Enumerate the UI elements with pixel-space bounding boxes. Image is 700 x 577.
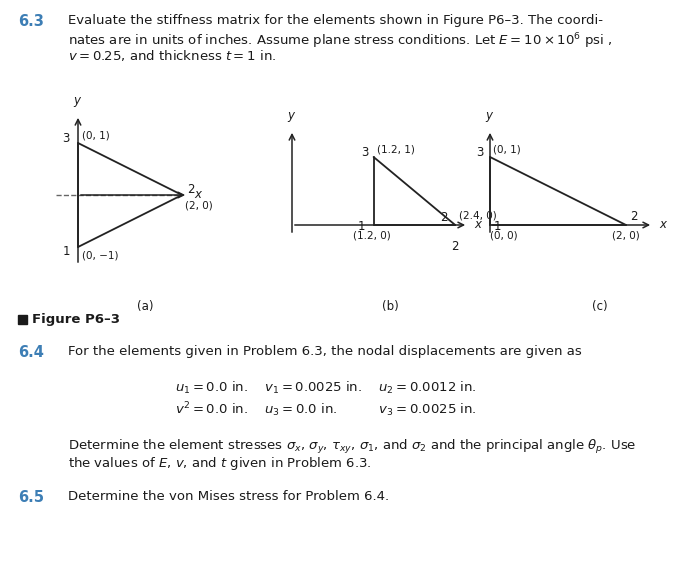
Text: $u_1 = 0.0$ in.    $v_1 = 0.0025$ in.    $u_2 = 0.0012$ in.: $u_1 = 0.0$ in. $v_1 = 0.0025$ in. $u_2 …: [175, 380, 477, 396]
Text: 6.5: 6.5: [18, 490, 44, 505]
Text: (2.4, 0): (2.4, 0): [459, 211, 497, 221]
Text: $v = 0.25$, and thickness $t = 1$ in.: $v = 0.25$, and thickness $t = 1$ in.: [68, 48, 276, 63]
Text: (1.2, 0): (1.2, 0): [353, 231, 391, 241]
Text: 2: 2: [187, 183, 195, 196]
Text: 2: 2: [452, 240, 459, 253]
Text: (2, 0): (2, 0): [185, 200, 213, 210]
Text: Determine the von Mises stress for Problem 6.4.: Determine the von Mises stress for Probl…: [68, 490, 389, 503]
Text: 3: 3: [477, 146, 484, 159]
Text: (a): (a): [136, 300, 153, 313]
Text: $x$: $x$: [194, 189, 204, 201]
Text: (b): (b): [382, 300, 398, 313]
Text: $v^2 = 0.0$ in.    $u_3 = 0.0$ in.          $v_3 = 0.0025$ in.: $v^2 = 0.0$ in. $u_3 = 0.0$ in. $v_3 = 0…: [175, 400, 477, 419]
Text: Determine the element stresses $\sigma_x$, $\sigma_y$, $\tau_{xy}$, $\sigma_1$, : Determine the element stresses $\sigma_x…: [68, 438, 636, 456]
Text: (1.2, 1): (1.2, 1): [377, 145, 414, 155]
Text: Figure P6–3: Figure P6–3: [32, 313, 120, 325]
Text: For the elements given in Problem 6.3, the nodal displacements are given as: For the elements given in Problem 6.3, t…: [68, 345, 582, 358]
Text: $y$: $y$: [287, 110, 297, 124]
Text: 3: 3: [62, 132, 70, 145]
Text: 6.3: 6.3: [18, 14, 44, 29]
Text: 1: 1: [494, 220, 501, 233]
Text: (0, −1): (0, −1): [82, 251, 118, 261]
Text: nates are in units of inches. Assume plane stress conditions. Let $E = 10 \times: nates are in units of inches. Assume pla…: [68, 31, 612, 51]
Text: Evaluate the stiffness matrix for the elements shown in Figure P6–3. The coordi-: Evaluate the stiffness matrix for the el…: [68, 14, 603, 27]
Text: $x$: $x$: [659, 219, 668, 231]
Text: $x$: $x$: [474, 219, 484, 231]
Text: the values of $E$, $v$, and $t$ given in Problem 6.3.: the values of $E$, $v$, and $t$ given in…: [68, 455, 372, 472]
Text: $y$: $y$: [74, 95, 83, 109]
Text: 6.4: 6.4: [18, 345, 44, 360]
Text: (2, 0): (2, 0): [612, 231, 640, 241]
Text: 2: 2: [440, 211, 447, 224]
Text: (c): (c): [592, 300, 608, 313]
Text: 2: 2: [630, 211, 638, 223]
Text: 1: 1: [62, 245, 70, 258]
Text: (0, 0): (0, 0): [490, 231, 517, 241]
Polygon shape: [18, 315, 27, 324]
Text: (0, 1): (0, 1): [493, 145, 521, 155]
Text: 1: 1: [358, 220, 365, 233]
Text: 3: 3: [361, 146, 369, 159]
Text: (0, 1): (0, 1): [82, 131, 110, 141]
Text: $y$: $y$: [485, 110, 495, 124]
